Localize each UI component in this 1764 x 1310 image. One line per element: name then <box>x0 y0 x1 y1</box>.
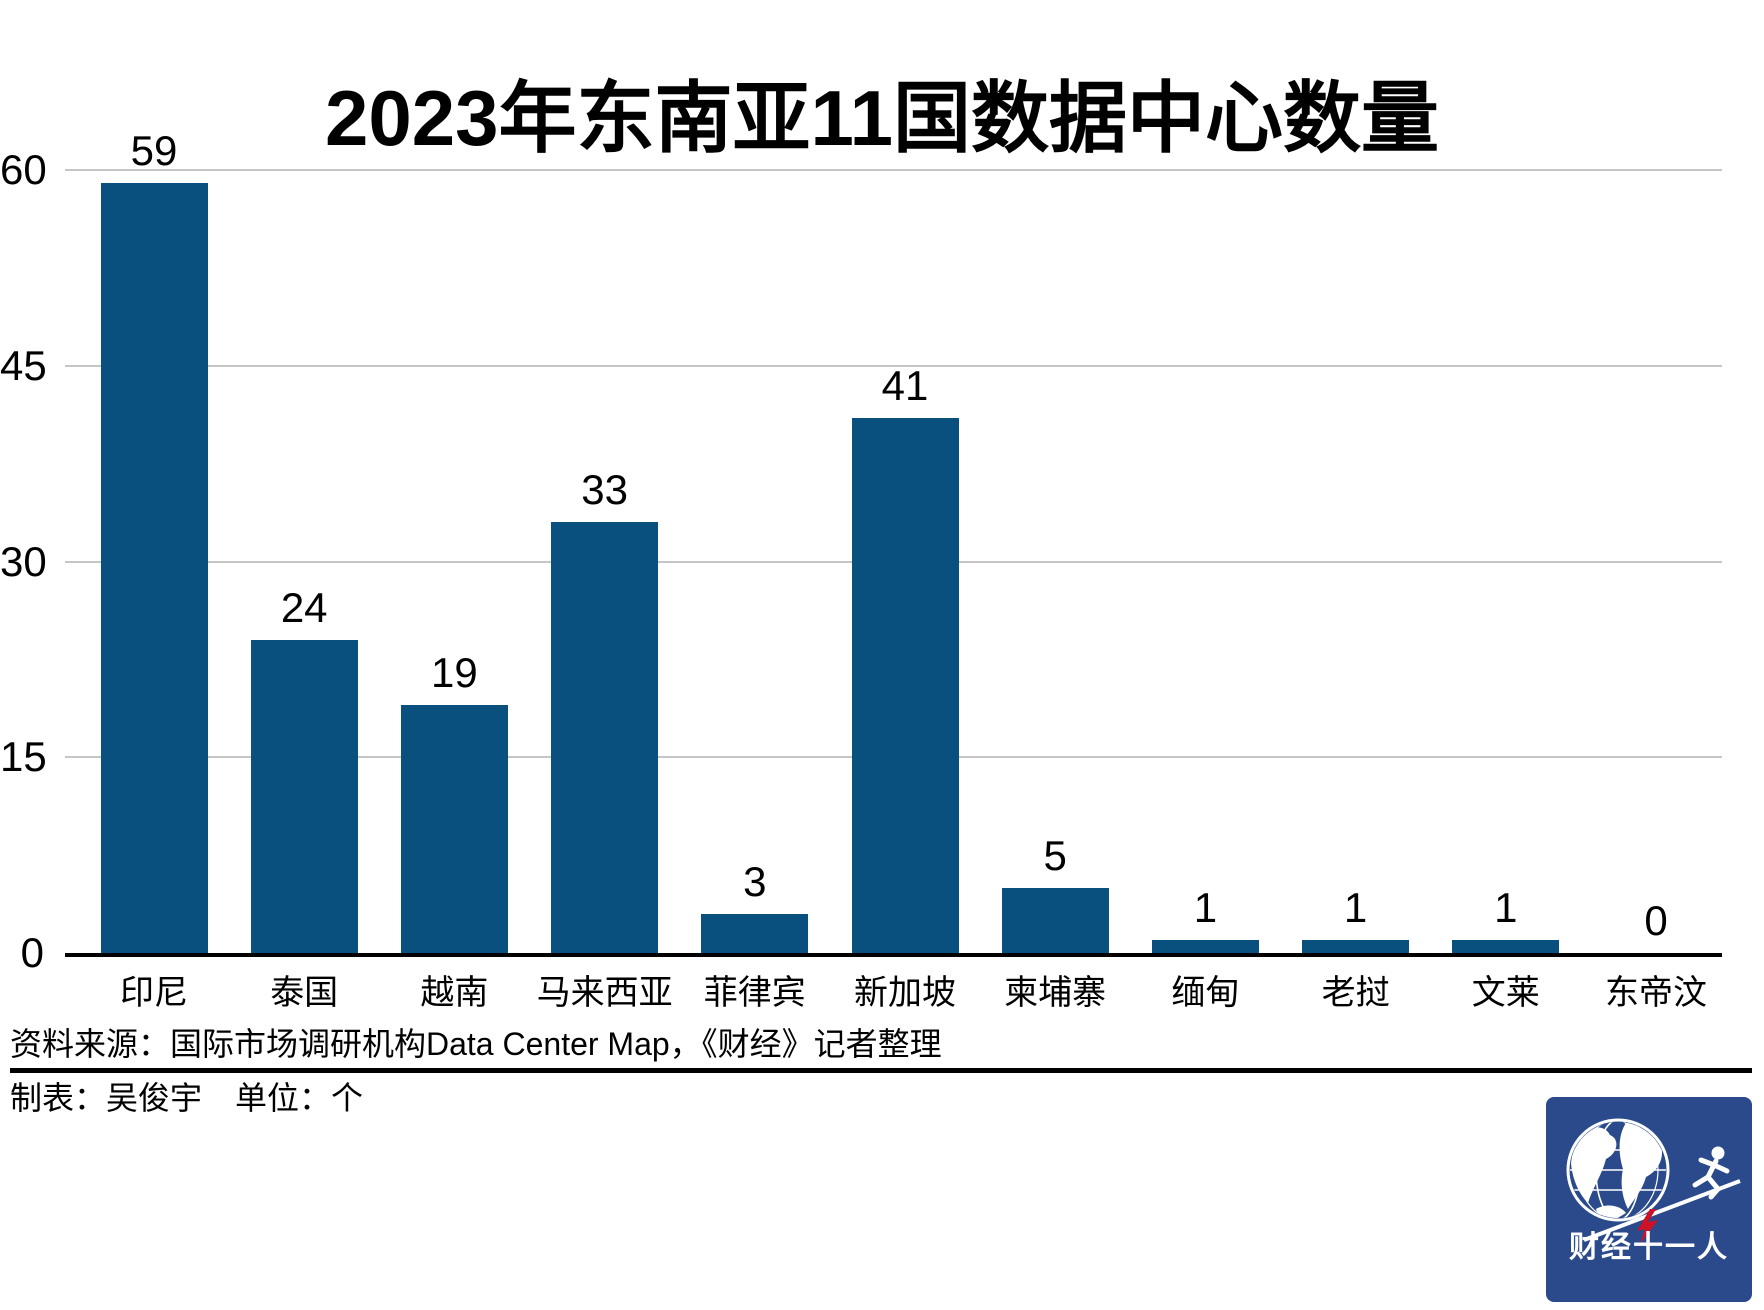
bar-value-label: 19 <box>431 649 478 696</box>
bar-value-label: 3 <box>743 858 767 905</box>
bar-value-label: 1 <box>1193 884 1218 931</box>
logo-graphic <box>1566 1118 1741 1244</box>
chart-title: 2023年东南亚11国数据中心数量 <box>325 74 1439 163</box>
plot-area: 0 15 30 45 60 59 印尼 24 泰国 19 越南 33 马来西亚 3 菲律宾 41 新加坡 5 柬埔寨… <box>0 127 1722 1012</box>
logo-text: 财经十一人 <box>1569 1231 1729 1264</box>
x-axis-category-label: 柬埔寨 <box>1004 974 1107 1012</box>
x-axis-category-label: 马来西亚 <box>536 974 673 1012</box>
x-axis-category-label: 东帝汶 <box>1605 974 1707 1012</box>
bar-菲律宾 <box>701 914 809 953</box>
x-axis-line <box>65 953 1722 957</box>
gridline <box>65 169 1722 171</box>
footer-divider <box>10 1068 1752 1073</box>
bar-柬埔寨 <box>1001 888 1109 953</box>
y-axis-tick-label: 60 <box>0 146 47 193</box>
bar-马来西亚 <box>551 522 659 953</box>
credit-row: 制表：吴俊宇 单位：个 <box>10 1080 363 1116</box>
bar-value-label: 1 <box>1494 884 1518 931</box>
y-axis-tick-label: 45 <box>0 341 47 389</box>
x-axis-category-label: 新加坡 <box>854 974 956 1012</box>
y-axis-tick-label: 15 <box>0 733 47 781</box>
x-axis-category-label: 泰国 <box>270 974 339 1012</box>
unit-label: 单位：个 <box>235 1080 364 1116</box>
bar-value-label: 33 <box>581 466 628 513</box>
bar-泰国 <box>250 640 358 953</box>
bar-新加坡 <box>851 418 959 953</box>
source-note: 资料来源：国际市场调研机构Data Center Map，《财经》记者整理 <box>10 1026 942 1062</box>
bar-越南 <box>400 705 508 953</box>
bar-value-label: 41 <box>881 362 929 409</box>
runner-icon <box>1692 1146 1730 1200</box>
x-axis-category-label: 老挝 <box>1321 974 1390 1012</box>
bar-value-label: 59 <box>130 127 178 174</box>
globe-icon <box>1566 1118 1670 1222</box>
bar-value-label: 5 <box>1043 832 1067 879</box>
x-axis-category-label: 缅甸 <box>1171 974 1240 1012</box>
credit-author: 制表：吴俊宇 <box>10 1080 203 1116</box>
y-axis-tick-label: 30 <box>0 537 47 585</box>
gridline <box>65 364 1722 367</box>
bar-老挝 <box>1302 940 1410 953</box>
x-axis-category-label: 印尼 <box>120 974 188 1012</box>
bar-文莱 <box>1452 940 1560 953</box>
lightning-bolt-icon <box>1637 1209 1658 1244</box>
x-axis-category-label: 菲律宾 <box>703 974 806 1012</box>
bar-value-label: 1 <box>1343 884 1368 931</box>
y-axis-tick-label: 0 <box>20 929 44 976</box>
bar-缅甸 <box>1151 940 1259 953</box>
x-axis-category-label: 越南 <box>420 974 489 1012</box>
x-axis-category-label: 文莱 <box>1471 974 1540 1012</box>
bar-value-label: 24 <box>280 584 328 631</box>
bar-印尼 <box>100 183 208 953</box>
caijing-logo: 财经十一人 <box>1546 1097 1752 1302</box>
bar-value-label: 0 <box>1644 897 1668 944</box>
